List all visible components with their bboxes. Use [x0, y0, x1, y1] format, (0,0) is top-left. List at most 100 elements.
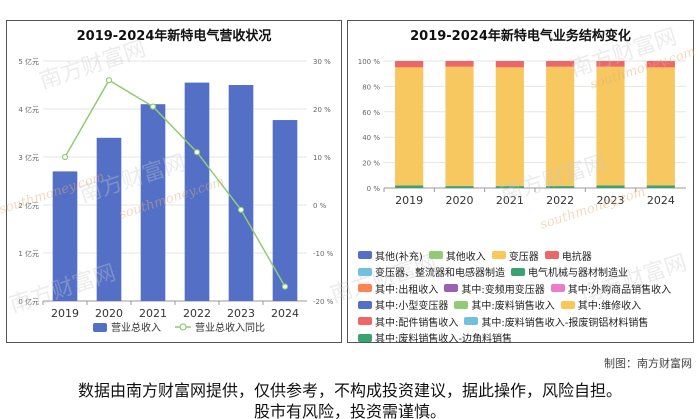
yoy-point — [237, 206, 245, 213]
legend-row: 其中:配件销售收入 其中:废料销售收入-报废铜铝材料销售 — [358, 313, 693, 330]
structure-chart-panel: 2019-2024年新特电气业务结构变化 0 % 20 % 40 % 60 % 80 %… — [328, 20, 698, 346]
x-tick-label: 2019 — [395, 194, 423, 207]
revenue-bar — [228, 85, 254, 301]
legend-label: 电抗器 — [561, 251, 592, 263]
legend-item: 其中:变频用变压器 — [444, 281, 545, 296]
legend-item: 其他收入 — [428, 248, 486, 263]
y-tick-label: 20 % — [362, 160, 380, 168]
stacked-bar-segment — [596, 66, 625, 186]
yoy-line — [64, 79, 286, 287]
stacked-bar-segment — [546, 186, 575, 188]
stacked-bar-segment — [445, 61, 474, 67]
x-tick-label: 2023 — [227, 307, 255, 320]
yoy-point — [193, 149, 201, 156]
x-tick-label: 2022 — [546, 194, 574, 207]
legend-row: 其中:废料销售收入-边角料销售 — [358, 330, 693, 347]
legend-item: 其中:小型变压器 — [358, 297, 448, 312]
legend-swatch — [511, 267, 525, 276]
x-tick-label: 2021 — [496, 194, 524, 207]
legend-item: 其中:废料销售收入-报废铜铝材料销售 — [464, 314, 648, 329]
legend-swatch — [550, 284, 565, 293]
legend-label: 其中:小型变压器 — [375, 301, 449, 313]
legend-label: 其中:出租收入 — [375, 284, 439, 296]
x-tick-label: 2020 — [95, 307, 123, 320]
x-tick-label: 2023 — [597, 194, 625, 207]
legend-label: 其中:外购商品销售收入 — [567, 284, 672, 296]
y-right-tick-label: -10 % — [313, 250, 334, 258]
stacked-bar-segment — [546, 61, 575, 67]
legend-swatch — [544, 251, 559, 260]
legend-label-revenue: 营业总收入 — [111, 321, 161, 334]
stacked-bar-segment — [546, 66, 575, 187]
revenue-bar — [52, 171, 78, 301]
x-tick-label: 2019 — [51, 307, 79, 320]
legend-item: 其他(补充) — [358, 248, 423, 263]
y-left-tick-label: 4 亿元 — [18, 105, 39, 114]
legend-label: 变压器、整流器和电感器制造 — [375, 268, 505, 280]
y-left-tick-label: 0 亿元 — [18, 297, 39, 306]
legend-swatch — [428, 251, 443, 260]
y-tick-label: 0 % — [367, 185, 381, 193]
legend-label-yoy: 营业总收入同比 — [195, 321, 265, 334]
stacked-bar-segment — [646, 185, 675, 188]
legend-swatch — [358, 333, 372, 342]
disclaimer-line-2: 股市有风险，投资需谨慎。 — [253, 402, 446, 419]
legend-marker-yoy — [179, 323, 187, 331]
stacked-bar-segment — [596, 185, 625, 188]
y-right-tick-label: 30 % — [313, 58, 331, 66]
stacked-bar-segment — [395, 67, 424, 186]
y-left-tick-label: 5 亿元 — [18, 57, 39, 66]
x-tick-label: 2024 — [271, 307, 299, 320]
legend-item: 电抗器 — [544, 248, 592, 263]
legend-label: 其中:配件销售收入 — [375, 317, 459, 329]
legend-row: 其他(补充) 其他收入 变压器 电抗器 — [358, 247, 693, 264]
revenue-chart-panel: 2019-2024年新特电气营收状况 0 亿元 1 亿元 2 亿元 3 亿元 4 亿元 5… — [0, 20, 342, 343]
stacked-bar-segment — [445, 66, 474, 187]
legend-swatch-revenue — [93, 323, 107, 332]
stacked-bar-segment — [646, 61, 675, 68]
x-tick-label: 2021 — [139, 307, 167, 320]
y-tick-label: 80 % — [362, 83, 380, 91]
yoy-point — [105, 77, 113, 84]
legend-label: 其中:废料销售收入-报废铜铝材料销售 — [481, 317, 649, 329]
x-tick-label: 2022 — [183, 307, 211, 320]
y-right-tick-label: 0 % — [313, 202, 327, 210]
legend-item: 其中:废料销售收入 — [454, 297, 555, 312]
revenue-chart-svg: 0 亿元 1 亿元 2 亿元 3 亿元 4 亿元 5 亿元 -20 % -10 % 0 % 10 … — [18, 57, 334, 334]
legend-item: 其中:外购商品销售收入 — [550, 281, 672, 296]
stacked-bar-segment — [395, 185, 424, 188]
y-tick-label: 40 % — [362, 134, 380, 142]
stacked-bar-segment — [445, 186, 474, 188]
legend-swatch — [358, 284, 372, 293]
legend-label: 变压器 — [508, 251, 539, 263]
stacked-bar-segment — [596, 61, 625, 67]
disclaimer-line-1: 数据由南方财富网提供，仅供参考，不构成投资建议，据此操作，风险自担。 — [77, 381, 622, 400]
legend-label: 其中:维修收入 — [577, 301, 642, 313]
x-tick-label: 2020 — [446, 194, 474, 207]
chart-credit: 制图：南方财富网 — [604, 357, 692, 370]
structure-chart-svg: 0 % 20 % 40 % 60 % 80 % 100 % 2019 2020 2021 2022… — [358, 58, 686, 207]
revenue-bar — [184, 82, 210, 301]
yoy-point — [61, 153, 69, 161]
legend-swatch — [358, 251, 372, 260]
legend-label: 电气机械与器材制造业 — [528, 268, 628, 280]
y-right-tick-label: -20 % — [313, 298, 334, 306]
x-tick-label: 2024 — [647, 194, 675, 207]
y-tick-label: 100 % — [358, 58, 381, 66]
legend-item: 其中:废料销售收入-边角料销售 — [358, 330, 512, 345]
legend-item: 变压器、整流器和电感器制造 — [358, 264, 505, 279]
yoy-point — [149, 103, 157, 110]
stacked-bar-segment — [495, 67, 524, 187]
legend-swatch — [560, 300, 575, 309]
structure-chart-legend: 其他(补充) 其他收入 变压器 电抗器 变压器、整流器和电感器制造 电气机械与器材制造业其… — [358, 247, 693, 346]
legend-label: 其他(补充) — [375, 251, 423, 263]
yoy-point — [281, 283, 289, 290]
legend-label: 其中:废料销售收入-边角料销售 — [375, 334, 512, 346]
legend-row: 变压器、整流器和电感器制造 电气机械与器材制造业 — [358, 264, 693, 281]
revenue-bar — [140, 104, 166, 301]
y-right-tick-label: 10 % — [313, 154, 331, 162]
legend-row: 其中:出租收入 其中:变频用变压器 其中:外购商品销售收入 — [358, 280, 693, 297]
legend-item: 其中:出租收入 — [358, 281, 438, 296]
legend-swatch — [358, 267, 372, 276]
stacked-bar-segment — [495, 61, 524, 68]
